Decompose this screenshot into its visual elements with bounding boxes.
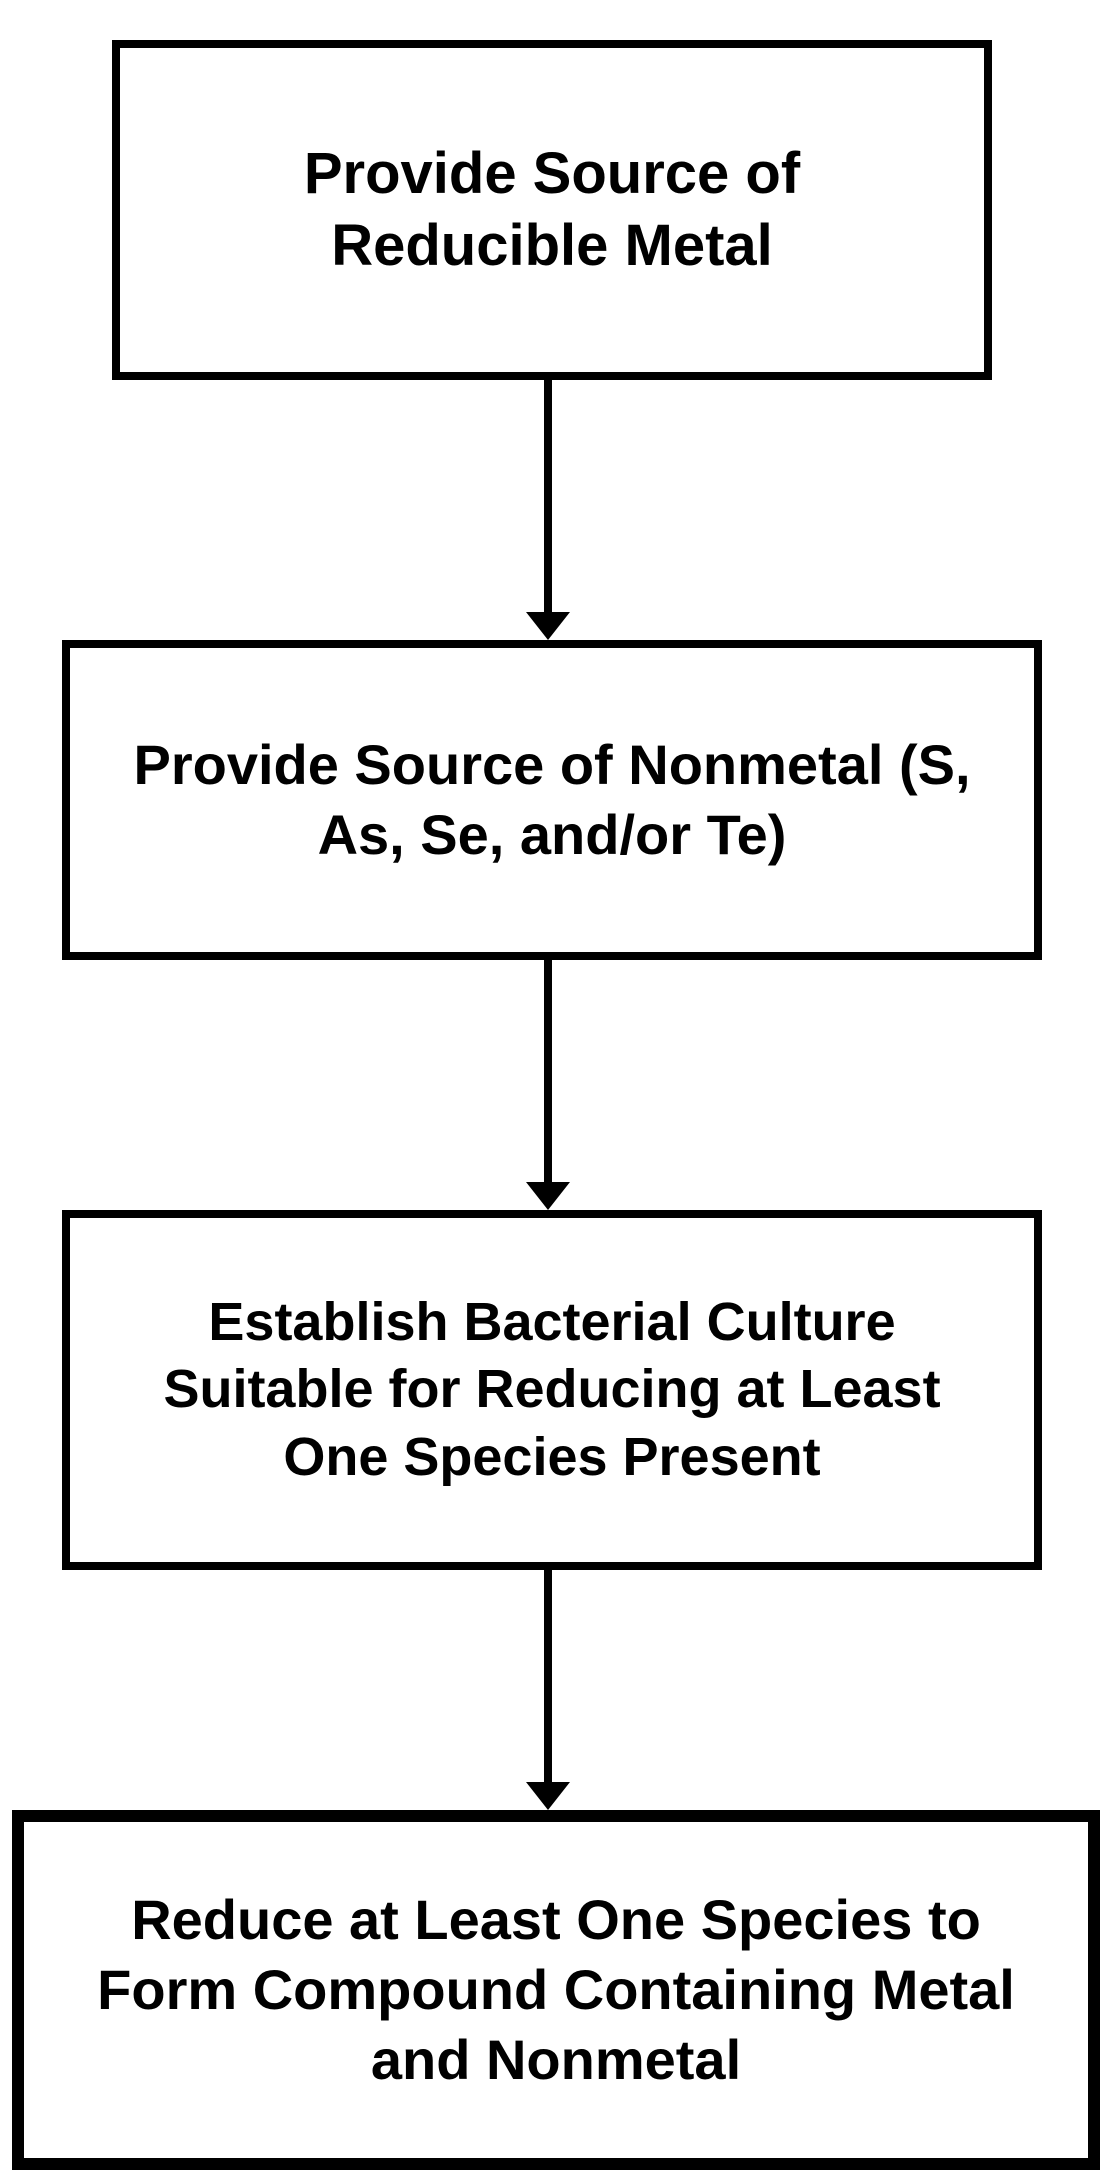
- flow-node-provide-reducible-metal: Provide Source of Reducible Metal: [112, 40, 992, 380]
- flow-node-label: Reduce at Least One Species to Form Comp…: [74, 1885, 1038, 2095]
- flow-edge-1-line: [544, 380, 552, 612]
- flow-edge-2-head: [526, 1182, 570, 1210]
- flow-edge-3-line: [544, 1570, 552, 1782]
- flow-node-label: Provide Source of Nonmetal (S, As, Se, a…: [120, 730, 984, 870]
- flow-node-establish-culture: Establish Bacterial Culture Suitable for…: [62, 1210, 1042, 1570]
- flowchart-canvas: Provide Source of Reducible Metal Provid…: [0, 0, 1112, 2182]
- flow-node-provide-nonmetal: Provide Source of Nonmetal (S, As, Se, a…: [62, 640, 1042, 960]
- flow-node-label: Establish Bacterial Culture Suitable for…: [110, 1289, 994, 1492]
- flow-node-label: Provide Source of Reducible Metal: [190, 138, 914, 283]
- flow-edge-2-line: [544, 960, 552, 1182]
- flow-node-reduce-species: Reduce at Least One Species to Form Comp…: [12, 1810, 1100, 2170]
- flow-edge-3-head: [526, 1782, 570, 1810]
- flow-edge-1-head: [526, 612, 570, 640]
